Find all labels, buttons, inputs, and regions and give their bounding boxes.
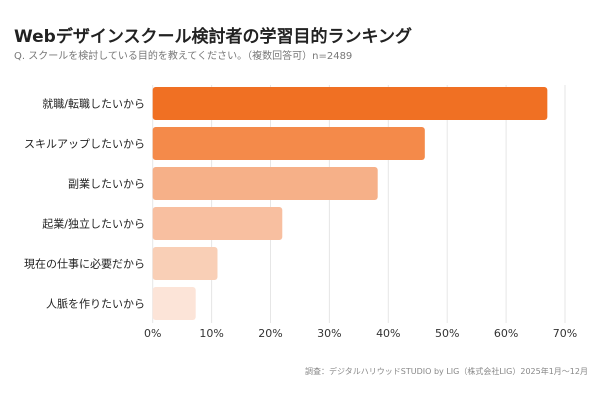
category-label: 人脈を作りたいから xyxy=(46,297,145,311)
bar xyxy=(152,127,425,160)
x-tick-label: 40% xyxy=(376,327,400,340)
bar xyxy=(152,87,548,120)
bar xyxy=(152,167,378,200)
bar xyxy=(152,247,218,280)
source-note: 調査：デジタルハリウッドSTUDIO by LIG（株式会社LIG）2025年1… xyxy=(304,367,588,376)
x-tick-label: 50% xyxy=(435,327,459,340)
bar xyxy=(152,287,196,320)
x-tick-label: 10% xyxy=(199,327,223,340)
category-label: 現在の仕事に必要だから xyxy=(24,258,145,271)
chart-subtitle: Q. スクールを検討している目的を教えてください。（複数回答可）n=2489 xyxy=(14,51,353,62)
category-label: 就職/転職したいから xyxy=(42,97,145,111)
x-tick-label: 30% xyxy=(317,327,341,340)
category-label: 起業/独立したいから xyxy=(42,217,145,231)
x-tick-label: 60% xyxy=(494,327,518,340)
category-label: スキルアップしたいから xyxy=(24,138,145,151)
chart-title: Webデザインスクール検討者の学習目的ランキング xyxy=(14,27,412,47)
category-label: 副業したいから xyxy=(68,178,145,191)
x-tick-label: 0% xyxy=(144,327,161,340)
x-tick-label: 20% xyxy=(258,327,282,340)
x-tick-label: 70% xyxy=(553,327,577,340)
bar xyxy=(152,207,283,240)
